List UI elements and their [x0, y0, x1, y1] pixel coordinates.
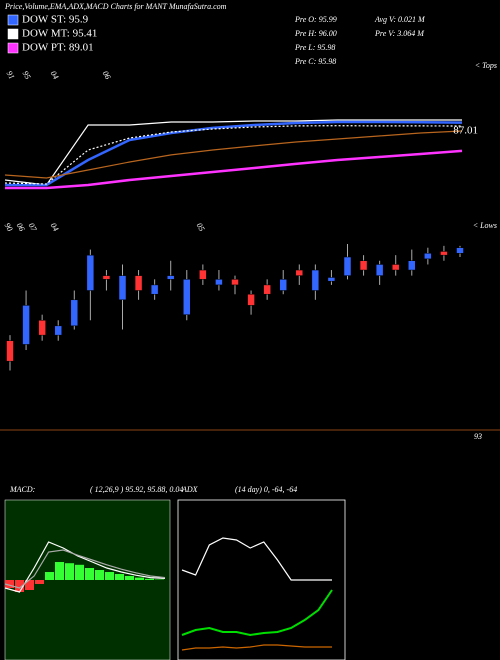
histogram-bar [95, 570, 104, 580]
annotation: 87.01 [453, 125, 478, 137]
candle-body [279, 279, 287, 291]
candle-body [408, 260, 416, 271]
histogram-bar [35, 580, 44, 584]
histogram-bar [75, 564, 84, 580]
legend-label: DOW PT: 89.01 [22, 42, 94, 54]
candle-body [375, 264, 384, 276]
panel-subtitle: (14 day) 0, -64, -64 [235, 485, 297, 494]
candle-body [183, 279, 191, 315]
candle-body [22, 305, 30, 345]
legend-label: DOW ST: 95.9 [22, 14, 89, 26]
histogram-bar [85, 568, 94, 580]
info-text: Pre C: 95.98 [294, 57, 336, 66]
info-text: Pre H: 96.00 [294, 29, 337, 38]
candle-body [440, 251, 448, 256]
info-text: Pre O: 95.99 [294, 15, 337, 24]
macd-line [4, 541, 166, 593]
candle-body [311, 269, 320, 291]
panel-title: MACD: [9, 485, 36, 494]
histogram-bar [115, 574, 124, 580]
info-text: Pre V: 3.064 M [374, 29, 425, 38]
x-label: 95 [21, 69, 33, 80]
candle-body [38, 320, 46, 336]
candle-body [118, 275, 127, 301]
adx-line [181, 589, 333, 637]
candle-body [359, 260, 368, 271]
histogram-bar [105, 572, 114, 580]
adx-line [181, 644, 332, 651]
corner-label: < Lows [473, 221, 497, 230]
histogram-bar [45, 572, 54, 580]
histogram-bar [135, 577, 144, 580]
series-line [4, 119, 462, 186]
y-tick-label: 93 [474, 432, 482, 441]
x-label: 91 [5, 69, 17, 80]
candle-body [150, 284, 159, 295]
legend-swatch [7, 28, 19, 40]
legend-label: DOW MT: 95.41 [22, 28, 97, 40]
histogram-bar [65, 563, 74, 580]
legend-swatch [7, 42, 19, 54]
candle-body [134, 275, 143, 291]
candle-body [215, 279, 223, 286]
x-label: 04 [49, 69, 61, 80]
candle-body [343, 256, 352, 276]
candle-body [54, 325, 62, 336]
page-title: Price,Volume,EMA,ADX,MACD Charts for MAN… [4, 2, 227, 11]
candle-body [263, 284, 271, 295]
histogram-bar [55, 562, 64, 580]
macd-line [4, 549, 166, 589]
candle-body [231, 279, 239, 286]
x-label: 06 [15, 221, 27, 232]
candle-body [327, 277, 336, 282]
corner-label: < Tops [475, 61, 497, 70]
x-label: 90 [3, 221, 15, 232]
candle-body [199, 269, 207, 280]
candle-body [86, 254, 95, 291]
candle-body [391, 264, 400, 271]
series-line [5, 120, 463, 187]
histogram-bar [125, 576, 134, 580]
series-line [5, 149, 463, 190]
candle-body [295, 269, 304, 276]
x-label: 04 [49, 221, 61, 232]
panel-subtitle: ( 12,26,9 ) 95.92, 95.88, 0.04 [90, 485, 183, 494]
histogram-bar [5, 580, 14, 588]
candle-body [102, 275, 111, 280]
candle-body [70, 299, 79, 327]
info-text: Avg V: 0.021 M [374, 15, 426, 24]
histogram-bar [25, 580, 34, 590]
candle-body [166, 275, 175, 280]
candle-body [247, 293, 255, 306]
series-line [4, 130, 463, 179]
candle-body [456, 247, 464, 254]
panel-title: ADX [181, 485, 199, 494]
legend-swatch [7, 14, 19, 26]
candle-body [6, 340, 14, 362]
x-label: 06 [101, 69, 113, 80]
info-text: Pre L: 95.98 [294, 43, 335, 52]
candle-body [424, 253, 432, 260]
adx-line [181, 537, 332, 581]
histogram-bar [15, 580, 24, 592]
x-label: 05 [195, 221, 207, 232]
histogram-bar [145, 578, 154, 580]
